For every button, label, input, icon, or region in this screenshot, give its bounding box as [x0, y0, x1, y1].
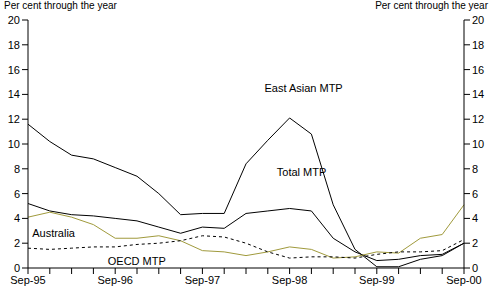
svg-text:6: 6: [14, 188, 20, 200]
svg-text:4: 4: [472, 212, 478, 224]
svg-text:10: 10: [8, 138, 20, 150]
svg-text:10: 10: [472, 138, 484, 150]
html-text:Per cent through the year: Per cent through the year: [375, 0, 488, 11]
svg-text:14: 14: [8, 88, 20, 100]
svg-text:Total MTP: Total MTP: [277, 166, 327, 178]
svg-text:20: 20: [472, 14, 484, 26]
svg-text:18: 18: [8, 39, 20, 51]
svg-text:18: 18: [472, 39, 484, 51]
svg-text:Sep-98: Sep-98: [272, 274, 307, 286]
svg-text:16: 16: [8, 64, 20, 76]
svg-text:Sep-99: Sep-99: [359, 274, 394, 286]
svg-text:Sep-97: Sep-97: [185, 274, 220, 286]
svg-text:4: 4: [14, 212, 20, 224]
svg-text:2: 2: [472, 237, 478, 249]
svg-text:2: 2: [14, 237, 20, 249]
svg-text:Sep-96: Sep-96: [97, 274, 132, 286]
svg-text:8: 8: [14, 163, 20, 175]
svg-text:Sep-95: Sep-95: [10, 274, 45, 286]
svg-text:0: 0: [472, 262, 478, 274]
svg-text:OECD MTP: OECD MTP: [108, 255, 166, 267]
html-text:Per cent through the year: Per cent through the year: [4, 0, 117, 11]
svg-text:16: 16: [472, 64, 484, 76]
svg-text:6: 6: [472, 188, 478, 200]
svg-text:East Asian MTP: East Asian MTP: [264, 82, 342, 94]
svg-text:8: 8: [472, 163, 478, 175]
svg-text:Australia: Australia: [32, 227, 76, 239]
svg-text:14: 14: [472, 88, 484, 100]
svg-text:12: 12: [472, 113, 484, 125]
svg-text:Sep-00: Sep-00: [446, 274, 481, 286]
svg-text:0: 0: [14, 262, 20, 274]
svg-text:12: 12: [8, 113, 20, 125]
svg-text:20: 20: [8, 14, 20, 26]
